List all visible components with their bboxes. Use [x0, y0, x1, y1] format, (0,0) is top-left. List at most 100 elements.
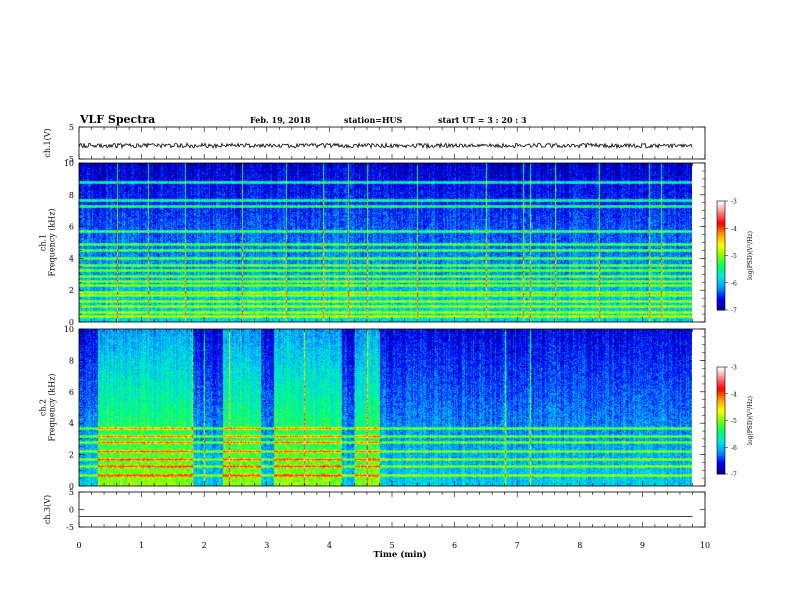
y-tick-label: 10	[64, 159, 74, 168]
colorbar-cell	[717, 222, 725, 226]
colorbar-cell	[717, 390, 725, 393]
colorbar-cell	[717, 413, 725, 416]
colorbar-cell	[717, 422, 725, 425]
colorbar-cell	[717, 242, 725, 246]
y-tick-label: -5	[66, 523, 74, 532]
y-tick-label: 8	[69, 356, 74, 365]
colorbar-cell	[717, 286, 725, 289]
colorbar-cell	[717, 461, 725, 464]
colorbar-cell	[717, 409, 725, 413]
station-label: station=HUS	[344, 115, 403, 125]
colorbar-cell	[717, 239, 725, 242]
y-axis-title: ch.2	[39, 399, 48, 416]
colorbar-cell	[717, 472, 725, 475]
colorbar-cell	[717, 246, 725, 249]
colorbar-cell	[717, 383, 725, 386]
colorbar-cell	[717, 391, 725, 395]
ch2-spectrogram-image	[79, 329, 692, 486]
y-tick-label: 0	[69, 506, 74, 515]
colorbar-cell	[717, 377, 725, 380]
colorbar-cell	[717, 393, 725, 397]
colorbar-cell	[717, 219, 725, 222]
colorbar-cell	[717, 270, 725, 273]
panels	[78, 141, 693, 517]
colorbar-cell	[717, 454, 725, 457]
colorbar-cell	[717, 271, 725, 275]
x-tick-label: 9	[640, 541, 645, 550]
y-tick-label: 4	[69, 419, 74, 428]
colorbar-cell	[717, 384, 725, 388]
colorbar-cell	[717, 293, 725, 296]
colorbar-cell	[717, 386, 725, 389]
colorbar-cell	[717, 374, 725, 377]
y-axis-title: Frequency (kHz)	[48, 208, 57, 276]
colorbar-cell	[717, 257, 725, 260]
colorbar-label: log(PSD)(V²/Hz)	[747, 396, 754, 445]
colorbar-cell	[717, 275, 725, 278]
x-tick-label: 0	[76, 541, 81, 550]
colorbar-cell	[717, 248, 725, 251]
y-tick-label: 2	[69, 451, 74, 460]
colorbar-cell	[717, 291, 725, 295]
colorbar-cell	[717, 465, 725, 468]
colorbar-cell	[717, 264, 725, 267]
axis-labels: 0 1 2 3 4 5 6 7 8 9 105-50246810024681050-5ch.1(V)…	[39, 123, 711, 550]
colorbar-tick-label: -5	[731, 418, 737, 425]
colorbar-cell	[717, 266, 725, 269]
colorbar-cell	[717, 427, 725, 430]
x-tick-label: 7	[515, 541, 520, 550]
colorbar-cell	[717, 379, 725, 382]
ch1-spectrogram-image	[79, 163, 692, 322]
colorbar-cell	[717, 228, 725, 231]
colorbar-cell	[717, 233, 725, 237]
colorbar-cell	[717, 231, 725, 235]
x-tick-label: 3	[264, 541, 269, 550]
y-tick-label: -5	[66, 155, 74, 164]
y-tick-label: 0	[69, 318, 74, 327]
colorbars: -3 -4 -5 -6 -7 log(PSD)(V²/Hz) -3 -4 -5 -6 -7 log(P…	[716, 199, 754, 479]
colorbar-cell	[717, 408, 725, 411]
colorbar-cell	[717, 210, 725, 213]
colorbar-cell	[717, 235, 725, 238]
colorbar-cell	[717, 440, 725, 443]
colorbar-cell	[717, 420, 725, 423]
x-tick-label: 2	[202, 541, 207, 550]
colorbar-cell	[717, 202, 725, 206]
x-tick-label: 8	[577, 541, 582, 550]
colorbar-tick-label: -4	[731, 226, 737, 233]
colorbar-cell	[717, 388, 725, 391]
colorbar-cell	[717, 431, 725, 434]
colorbar-cell	[717, 268, 725, 271]
colorbar-cell	[717, 381, 725, 384]
colorbar-cell	[717, 416, 725, 420]
colorbar-tick-label: -6	[731, 445, 737, 452]
colorbar-cell	[717, 306, 725, 309]
colorbar-cell	[717, 372, 725, 375]
colorbar-cell	[717, 411, 725, 414]
colorbar-cell	[717, 302, 725, 306]
y-tick-label: 0	[69, 482, 74, 491]
colorbar-cell	[717, 224, 725, 227]
colorbar-cell	[717, 259, 725, 262]
colorbar-cell	[717, 447, 725, 450]
colorbar-cell	[717, 367, 725, 370]
colorbar-cell	[717, 415, 725, 418]
y-axis-title: Frequency (kHz)	[48, 373, 57, 441]
colorbar-cell	[717, 434, 725, 438]
colorbar-cell	[717, 468, 725, 471]
colorbar-cell	[717, 280, 725, 284]
colorbar-tick-label: -4	[731, 391, 737, 398]
x-tick-label: 4	[327, 541, 332, 550]
start-time-label: start UT = 3 : 20 : 3	[438, 115, 527, 125]
colorbar-cell	[717, 295, 725, 298]
ch1-waveform-trace	[78, 141, 693, 150]
colorbar-cell	[717, 255, 725, 258]
colorbar-cell	[717, 450, 725, 454]
colorbar-cell	[717, 244, 725, 247]
colorbar-cell	[717, 463, 725, 466]
colorbar-tick-label: -5	[731, 253, 737, 260]
colorbar-tick-label: -7	[731, 472, 737, 479]
y-axis-title: ch.3(V)	[43, 495, 52, 524]
colorbar-cell	[717, 436, 725, 439]
